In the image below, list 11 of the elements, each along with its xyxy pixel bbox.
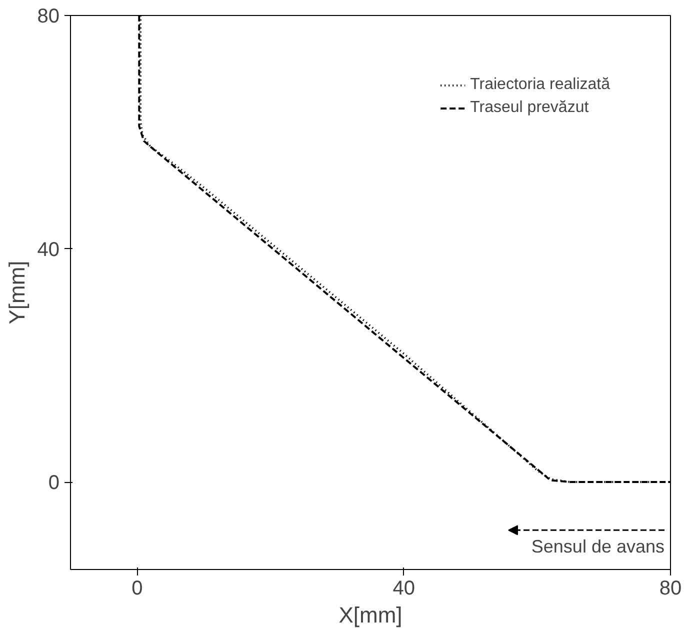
legend-label: Traiectoria realizată bbox=[470, 76, 610, 94]
y-tick-label: 40 bbox=[37, 238, 60, 261]
annotation: Sensul de avans bbox=[531, 536, 664, 556]
x-axis-title: X[mm] bbox=[338, 602, 402, 628]
y-axis-title: Y[mm] bbox=[4, 260, 30, 324]
x-tick-label: 80 bbox=[659, 578, 682, 600]
y-tick-label: 0 bbox=[48, 472, 60, 494]
x-tick-label: 0 bbox=[132, 578, 143, 600]
x-tick-label: 40 bbox=[392, 578, 415, 600]
y-tick-label: 80 bbox=[37, 6, 60, 28]
legend-label: Traseul prevăzut bbox=[470, 99, 589, 117]
